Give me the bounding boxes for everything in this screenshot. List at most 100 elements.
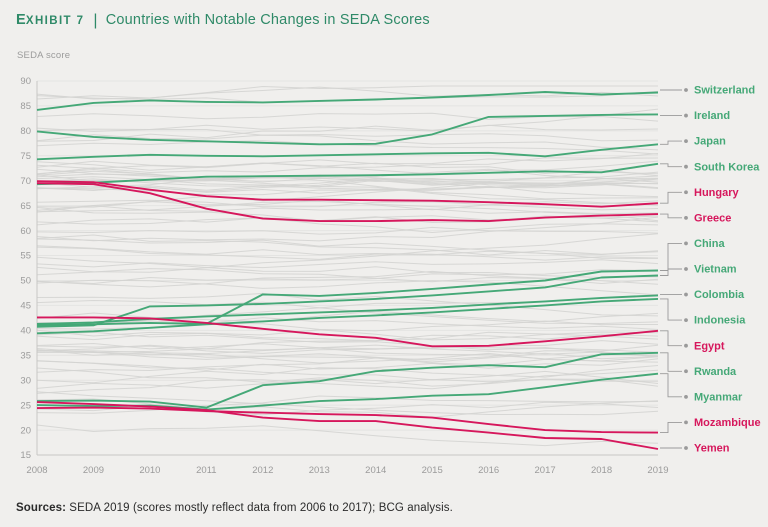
label-connector-indonesia	[660, 298, 682, 321]
line-colombia	[36, 294, 659, 325]
country-label-mozambique: Mozambique	[694, 417, 761, 429]
label-dot-hungary	[684, 190, 688, 195]
background-line	[36, 168, 659, 183]
label-dot-south-korea	[684, 164, 688, 169]
country-label-south-korea: South Korea	[694, 161, 760, 173]
x-tick-label: 2018	[591, 465, 612, 476]
background-line	[36, 245, 659, 261]
x-tick-label: 2009	[83, 465, 104, 476]
label-dot-vietnam	[684, 267, 688, 271]
background-line	[36, 108, 659, 142]
label-connector-japan	[660, 140, 682, 145]
background-line	[36, 256, 659, 279]
label-dot-myanmar	[684, 394, 688, 399]
country-label-switzerland: Switzerland	[694, 85, 755, 97]
label-dot-yemen	[684, 446, 688, 450]
seda-line-chart: 90 85 80 75 70 65 60 55 50 45 40 35 30 25 20 15 2008 2009…	[0, 66, 768, 486]
x-tick-label: 2016	[478, 465, 499, 476]
background-line	[36, 365, 659, 384]
line-greece	[36, 182, 659, 223]
background-line	[36, 344, 659, 361]
background-line	[36, 310, 659, 323]
y-tick-label: 50	[20, 276, 31, 287]
line-ireland	[36, 113, 659, 146]
x-tick-label: 2013	[309, 465, 330, 476]
country-label-greece: Greece	[694, 212, 731, 224]
line-hungary	[36, 180, 659, 208]
background-line	[36, 391, 659, 416]
country-label-rwanda: Rwanda	[694, 366, 737, 378]
sources-label: Sources:	[16, 502, 67, 514]
line-switzerland	[36, 91, 659, 111]
sources-note: Sources: SEDA 2019 (scores mostly reflec…	[16, 502, 453, 514]
x-tick-label: 2014	[365, 465, 386, 476]
y-tick-label: 80	[20, 126, 31, 137]
label-connector-south-korea	[660, 163, 682, 168]
background-line	[36, 246, 659, 260]
background-line	[36, 205, 659, 215]
y-tick-label: 35	[20, 350, 31, 361]
country-label-japan: Japan	[694, 136, 726, 148]
title-separator: |	[93, 12, 98, 29]
country-label-myanmar: Myanmar	[694, 391, 743, 403]
exhibit-number-first-letter: E	[16, 12, 26, 28]
label-connector-rwanda	[660, 352, 682, 372]
background-line	[36, 233, 659, 273]
exhibit-number: XHIBIT 7	[25, 15, 85, 27]
background-line	[36, 269, 659, 285]
background-line	[36, 216, 659, 242]
country-label-yemen: Yemen	[694, 443, 730, 455]
label-dot-ireland	[684, 113, 688, 118]
background-line	[36, 395, 659, 414]
background-line	[36, 331, 659, 353]
label-connector-hungary	[660, 191, 682, 204]
label-connector-myanmar	[660, 373, 682, 398]
y-axis-title: SEDA score	[17, 50, 71, 61]
x-tick-label: 2011	[196, 465, 216, 476]
background-line	[36, 259, 659, 269]
country-label-vietnam: Vietnam	[694, 264, 737, 276]
line-yemen	[36, 401, 659, 450]
background-line	[36, 226, 659, 235]
background-line	[36, 178, 659, 191]
background-line	[36, 234, 659, 256]
line-mozambique	[36, 406, 659, 434]
background-line	[36, 344, 659, 360]
background-line	[36, 161, 659, 177]
country-label-colombia: Colombia	[694, 289, 745, 301]
label-dot-switzerland	[684, 88, 688, 92]
x-tick-label: 2015	[422, 465, 443, 476]
background-line	[36, 128, 659, 151]
label-dot-china	[684, 241, 688, 246]
label-connector-china	[660, 242, 682, 271]
background-line	[36, 160, 659, 175]
label-dot-greece	[684, 215, 688, 220]
background-line	[36, 86, 659, 100]
y-tick-label: 15	[20, 450, 31, 461]
y-tick-label: 45	[20, 301, 31, 312]
y-tick-label: 30	[20, 375, 31, 386]
y-tick-label: 55	[20, 251, 31, 262]
label-dot-indonesia	[684, 318, 688, 323]
sources-text: SEDA 2019 (scores mostly reflect data fr…	[66, 502, 453, 514]
exhibit-title: E XHIBIT 7 | Countries with Notable Chang…	[16, 11, 430, 29]
label-dot-rwanda	[684, 369, 688, 374]
label-dot-colombia	[684, 292, 688, 297]
line-egypt	[37, 316, 659, 348]
background-line	[36, 133, 659, 142]
y-tick-label: 65	[20, 201, 31, 212]
x-tick-label: 2017	[535, 465, 556, 476]
x-tick-labels: 2008 2009 2010 2011 2012 2013 2014 2015 2016 2017…	[26, 465, 668, 476]
country-label-ireland: Ireland	[694, 110, 730, 122]
background-line	[36, 398, 659, 418]
background-line	[36, 171, 659, 187]
background-line	[36, 292, 659, 317]
line-japan	[36, 143, 659, 161]
background-line	[36, 157, 659, 175]
line-china	[36, 269, 659, 327]
country-label-egypt: Egypt	[694, 340, 725, 352]
background-line	[36, 217, 659, 234]
background-line	[36, 350, 659, 363]
y-tick-label: 60	[20, 226, 31, 237]
